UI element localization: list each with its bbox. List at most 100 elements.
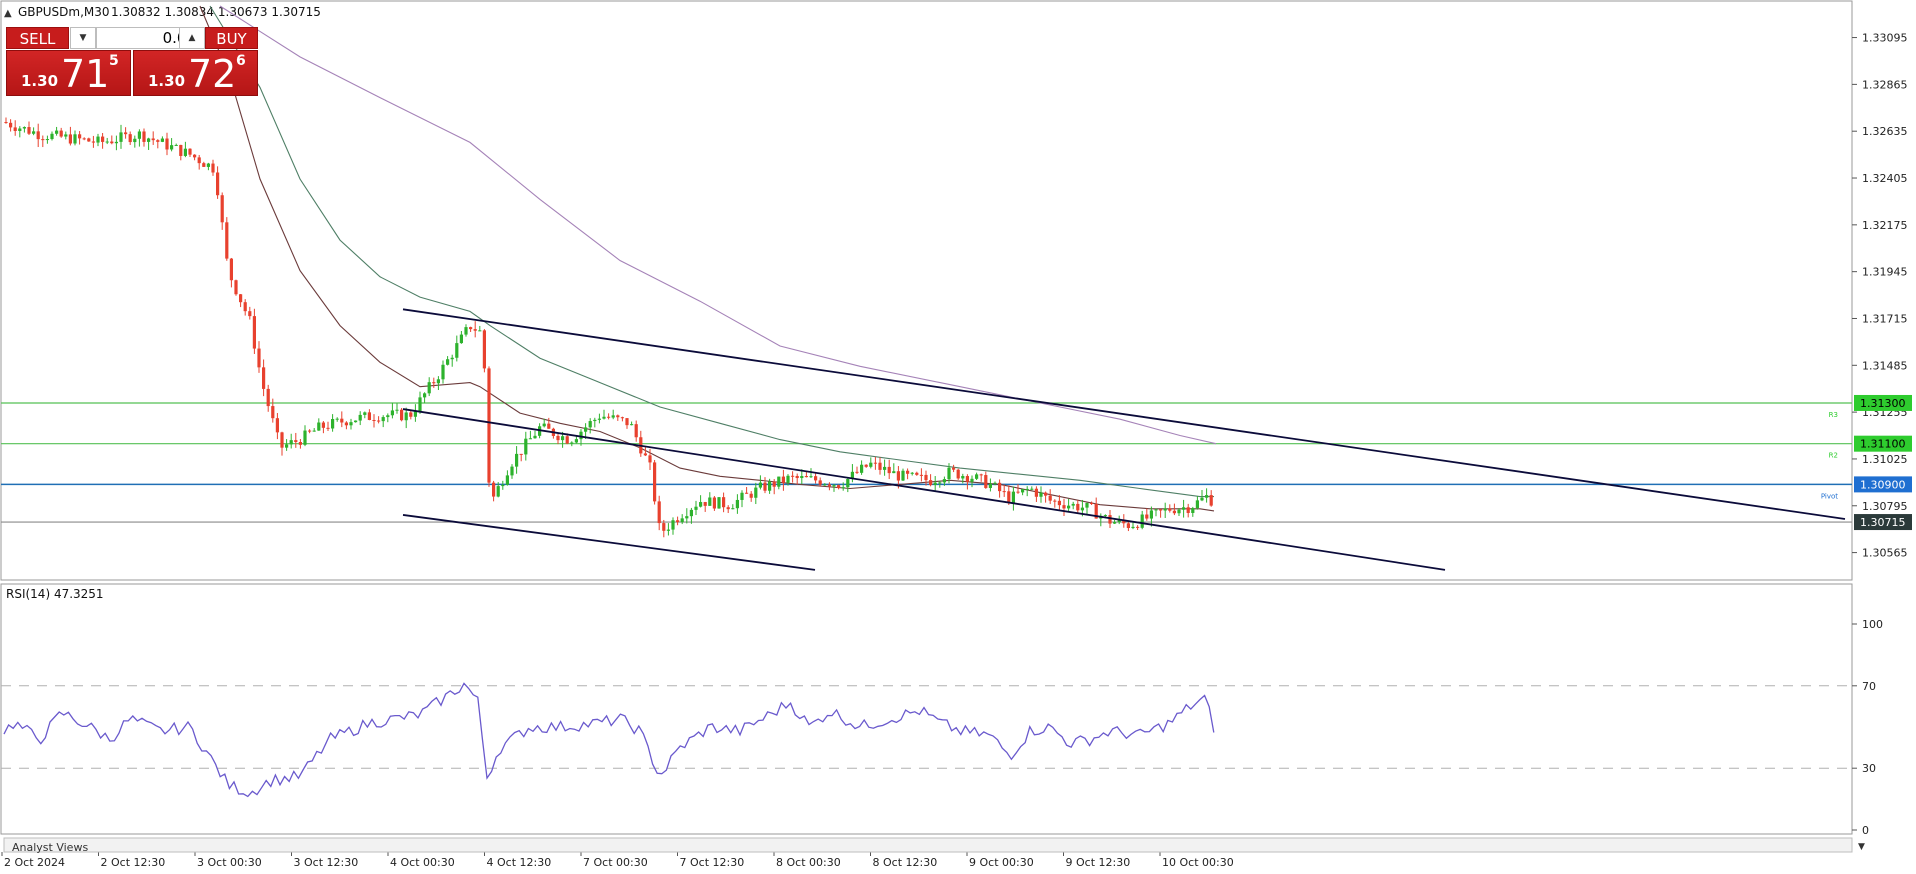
candle-body (36, 131, 40, 140)
price-tick-label: 1.30565 (1862, 547, 1908, 560)
candle-body (1030, 488, 1034, 490)
chart-ohlc: 1.30832 1.30834 1.30673 1.30715 (111, 5, 321, 19)
candle-body (142, 131, 146, 142)
channel-trendline[interactable] (402, 408, 1446, 571)
candle-body (823, 484, 827, 486)
candle-body (170, 145, 174, 150)
candle-body (781, 476, 785, 483)
candle-body (712, 497, 716, 509)
candle-body (855, 471, 859, 473)
candle-body (147, 138, 151, 142)
channel-trendline[interactable] (402, 514, 816, 571)
buy-price-box[interactable]: 1.30 72 6 (133, 50, 258, 96)
price-tick-label: 1.32175 (1862, 219, 1908, 232)
candle-body (1145, 514, 1149, 519)
candle-body (961, 476, 965, 479)
candle-body (565, 436, 569, 444)
candle-body (938, 482, 942, 484)
candle-body (676, 520, 680, 523)
price-badge-label: 1.31300 (1860, 397, 1906, 410)
lot-decrease-button[interactable]: ▼ (70, 27, 96, 49)
candle-body (657, 501, 661, 524)
buy-button[interactable]: BUY (205, 27, 258, 49)
candle-body (4, 122, 8, 124)
candle-body (317, 422, 321, 431)
candle-body (308, 430, 312, 432)
candle-body (441, 364, 445, 380)
candle-body (970, 478, 974, 482)
candle-body (409, 412, 413, 417)
candle-body (1094, 504, 1098, 519)
candle-body (542, 423, 546, 427)
candle-body (220, 195, 224, 223)
candle-body (846, 478, 850, 488)
ma-slow-line (219, 5, 1217, 445)
time-tick-label: 4 Oct 00:30 (390, 856, 455, 869)
candle-body (1205, 495, 1209, 498)
candle-body (22, 127, 26, 129)
price-badge (1854, 435, 1912, 452)
candle-body (1154, 509, 1158, 511)
candle-body (1071, 503, 1075, 506)
candle-body (455, 343, 459, 358)
candle-body (717, 497, 721, 509)
candle-body (1048, 495, 1052, 501)
analyst-views-tab[interactable] (3, 837, 1853, 853)
candle-body (432, 382, 436, 384)
rsi-tick-label: 30 (1862, 762, 1876, 775)
candle-body (1140, 514, 1144, 528)
candle-body (248, 311, 252, 317)
candle-body (1039, 492, 1043, 497)
candle-body (363, 412, 367, 415)
ma-mid-line (209, 5, 1214, 498)
candle-body (87, 138, 91, 142)
scroll-down-icon[interactable]: ▼ (1858, 842, 1865, 852)
candle-body (459, 334, 463, 344)
candle-body (1044, 492, 1048, 496)
candle-body (906, 470, 910, 474)
rsi-tick-label: 100 (1862, 618, 1883, 631)
candle-body (883, 466, 887, 470)
sell-button[interactable]: SELL (6, 27, 69, 49)
candle-body (952, 467, 956, 470)
candle-body (754, 487, 758, 498)
rsi-tick-label: 0 (1862, 824, 1869, 837)
sell-price-box[interactable]: 1.30 71 5 (6, 50, 131, 96)
candle-body (804, 476, 808, 478)
candle-body (745, 492, 749, 494)
header-arrow: ▲ (4, 8, 12, 19)
candle-body (699, 502, 703, 507)
candle-body (979, 474, 983, 476)
candle-body (735, 499, 739, 509)
candle-body (124, 132, 128, 135)
candle-body (1016, 491, 1020, 493)
candle-body (878, 462, 882, 470)
candle-body (335, 418, 339, 420)
candle-body (988, 483, 992, 488)
candle-body (694, 506, 698, 510)
candle-body (965, 476, 969, 482)
time-tick-label: 2 Oct 2024 (4, 856, 65, 869)
candle-body (257, 348, 261, 368)
candle-body (901, 470, 905, 481)
candle-body (390, 410, 394, 416)
lot-size-input[interactable]: 0.01 (96, 27, 203, 49)
candle-body (82, 138, 86, 140)
lot-increase-button[interactable]: ▲ (179, 27, 205, 49)
price-tick-label: 1.32635 (1862, 125, 1908, 138)
candle-body (289, 440, 293, 445)
rsi-label: RSI(14) 47.3251 (6, 587, 104, 601)
candle-body (418, 397, 422, 412)
sell-price-small: 1.30 (21, 72, 59, 90)
buy-price-big: 72 (188, 52, 237, 96)
candle-body (827, 484, 831, 487)
candle-body (703, 502, 707, 506)
channel-trendline[interactable] (402, 308, 1846, 520)
candle-body (216, 172, 220, 196)
candle-body (133, 138, 137, 143)
candle-body (45, 139, 49, 141)
candle-body (344, 422, 348, 426)
candle-body (528, 438, 532, 440)
candle-body (1067, 505, 1071, 509)
